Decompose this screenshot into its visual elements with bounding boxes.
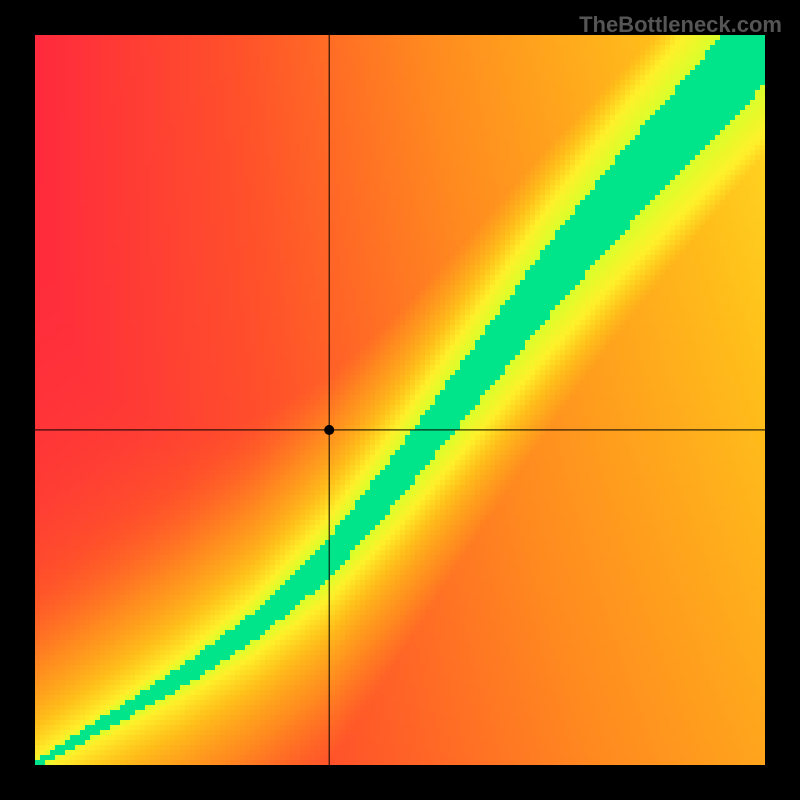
chart-container: { "watermark": { "text": "TheBottleneck.…	[0, 0, 800, 800]
bottleneck-heatmap	[0, 0, 800, 800]
watermark-text: TheBottleneck.com	[579, 12, 782, 38]
